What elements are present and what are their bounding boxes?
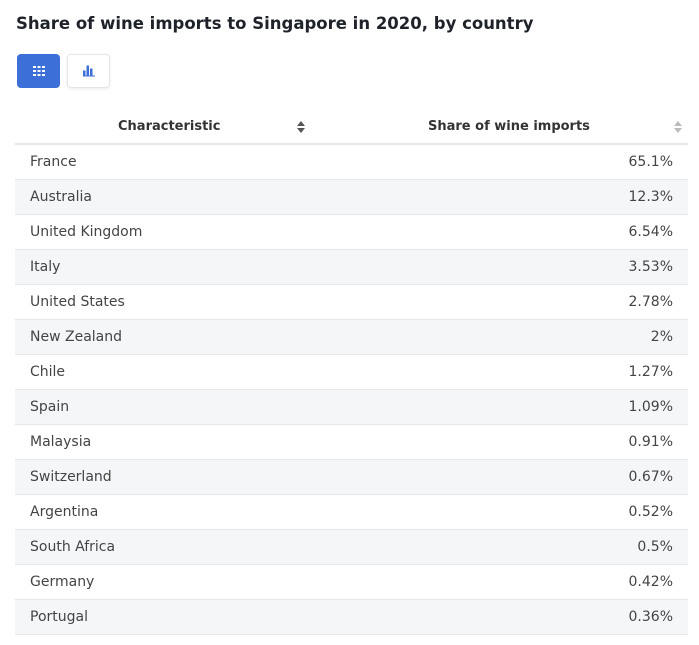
share-cell: 0.67% [628,469,673,485]
country-cell: Switzerland [30,469,112,485]
column-header: Characteristic [118,119,221,134]
chart-view-button[interactable] [67,54,110,88]
table-row: Argentina 0.52% [15,495,688,530]
data-table: Characteristic Share of wine imports Fra… [15,110,688,635]
country-cell: United Kingdom [30,224,143,240]
page-title: Share of wine imports to Singapore in 20… [16,14,534,33]
share-cell: 2% [650,329,673,345]
country-cell: Spain [30,399,70,415]
table-row: United States 2.78% [15,285,688,320]
country-cell: South Africa [30,539,116,555]
header-row: Characteristic Share of wine imports [15,110,688,145]
table-row: Switzerland 0.67% [15,460,688,495]
country-cell: Malaysia [30,434,92,450]
table-row: Italy 3.53% [15,250,688,285]
table-row: Malaysia 0.91% [15,425,688,460]
country-cell: Germany [30,574,95,590]
sort-icon[interactable] [297,121,305,133]
table-row: France 65.1% [15,145,688,180]
share-cell: 1.27% [628,364,673,380]
share-cell: 1.09% [628,399,673,415]
sort-icon[interactable] [674,121,682,133]
table-row: Portugal 0.36% [15,600,688,635]
table-row: Germany 0.42% [15,565,688,600]
table-row: Australia 12.3% [15,180,688,215]
country-cell: Argentina [30,504,99,520]
table-row: South Africa 0.5% [15,530,688,565]
table-body: France 65.1% Australia 12.3% United Kingdom 6… [15,145,688,635]
country-cell: France [30,154,77,170]
share-cell: 0.91% [628,434,673,450]
share-cell: 6.54% [628,224,673,240]
share-cell: 0.52% [628,504,673,520]
table-row: Chile 1.27% [15,355,688,390]
country-cell: New Zealand [30,329,122,345]
country-cell: Italy [30,259,61,275]
share-cell: 65.1% [628,154,673,170]
share-cell: 0.5% [637,539,673,555]
share-cell: 0.42% [628,574,673,590]
bar-icon [82,65,95,77]
table-row: United Kingdom 6.54% [15,215,688,250]
share-cell: 0.36% [628,609,673,625]
table-row: New Zealand 2% [15,320,688,355]
table-view-button[interactable] [17,54,60,88]
country-cell: Portugal [30,609,88,625]
country-cell: Chile [30,364,66,380]
table-row: Spain 1.09% [15,390,688,425]
share-cell: 12.3% [628,189,673,205]
grid-icon [32,66,45,76]
country-cell: United States [30,294,125,310]
country-cell: Australia [30,189,92,205]
share-cell: 2.78% [628,294,673,310]
share-cell: 3.53% [628,259,673,275]
column-header: Share of wine imports [428,119,590,134]
